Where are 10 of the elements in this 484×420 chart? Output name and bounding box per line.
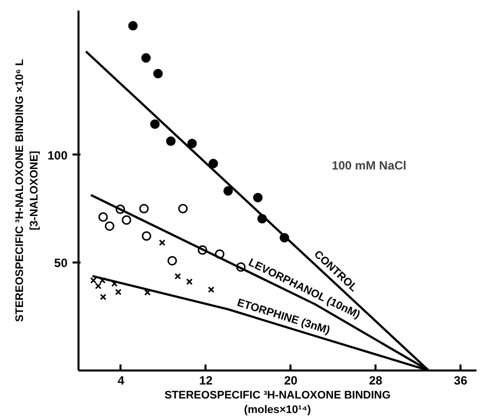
x-tick-label: 4 <box>118 374 125 388</box>
x-axis-title: STEREOSPECIFIC ³H-NALOXONE BINDING (moles×10¹⁴) <box>164 390 391 416</box>
x-tick-label: 28 <box>369 374 383 388</box>
annotation: 100 mM NaCl <box>332 158 406 172</box>
x-tick-label: 20 <box>284 374 298 388</box>
y-tick-label: 50 <box>54 256 68 270</box>
x-tick-label: 36 <box>454 374 468 388</box>
y-axis-title: STEREOSPECIFIC ³H-NALOXONE BINDING ×10⁶ L [3-NALOXONE] <box>14 58 40 322</box>
x-tick-label: 12 <box>199 374 213 388</box>
y-tick-label: 100 <box>47 148 68 162</box>
